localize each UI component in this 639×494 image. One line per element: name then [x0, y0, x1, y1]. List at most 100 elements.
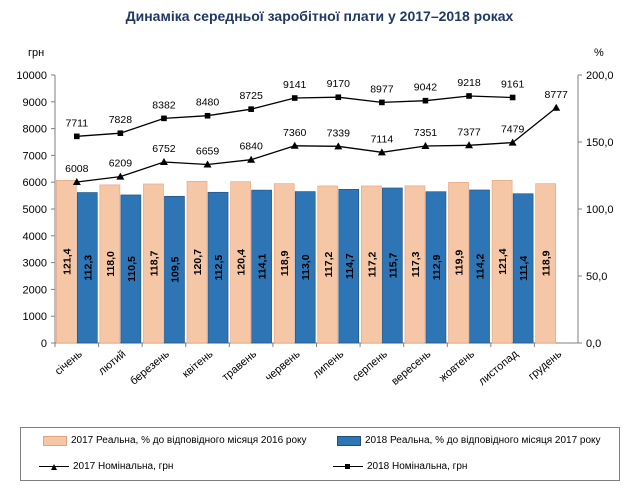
marker-2018-nominal: [335, 94, 342, 101]
marker-2017-nominal: [508, 138, 517, 146]
marker-2017-nominal: [72, 177, 81, 185]
marker-2018-nominal: [509, 94, 516, 101]
left-tick-label: 5000: [23, 204, 47, 216]
marker-2018-nominal: [204, 112, 211, 119]
value-label-2018-nominal: 8977: [370, 83, 394, 95]
right-tick-label: 150,0: [586, 137, 614, 149]
line-2017-nominal: [76, 107, 557, 183]
marker-2018-nominal: [117, 130, 124, 137]
left-tick-label: 8000: [23, 124, 47, 136]
bar-2017-real: [535, 183, 557, 344]
x-tick-label: травень: [220, 348, 259, 384]
x-tick-label: березень: [128, 348, 172, 388]
bar-label-2017-real: 121,4: [497, 248, 509, 274]
bar-2017-real: [448, 182, 469, 344]
marker-2018-nominal: [379, 99, 385, 106]
labels-group: 121,4 118,0 118,7 120,7 120,4 118,9 117,2 117,2…: [61, 77, 568, 283]
bar-2017-real: [99, 184, 121, 344]
bar-label-2017-real: 121,4: [61, 248, 73, 274]
marker-2017-nominal: [116, 172, 125, 180]
marker-2018-nominal: [466, 93, 472, 99]
bar-label-2018-real: 113,0: [300, 254, 312, 280]
bar-label-2017-real: 118,9: [279, 250, 291, 276]
value-label-2018-nominal: 8480: [196, 97, 220, 109]
marker-2018-nominal: [291, 95, 298, 101]
value-label-2017-nominal: 8777: [545, 89, 569, 101]
marker-2018-nominal: [161, 115, 167, 122]
lines-group: [72, 93, 561, 185]
x-tick-label: квітень: [180, 348, 215, 380]
legend-label-2018-nominal: 2018 Номінальна, грн: [367, 461, 468, 472]
marker-2017-nominal: [377, 148, 386, 156]
bar-2017-real: [143, 183, 164, 344]
marker-2017-nominal: [203, 160, 212, 168]
legend-swatch-2017-nominal: [39, 462, 69, 472]
bar-2018-real: [382, 187, 403, 344]
bar-label-2017-real: 120,4: [236, 249, 248, 275]
value-label-2017-nominal: 6752: [152, 143, 176, 155]
bar-label-2017-real: 118,9: [541, 250, 553, 276]
bar-2018-real: [164, 195, 185, 344]
chart-title: Динаміка середньої заробітної плати у 20…: [125, 8, 514, 24]
bar-2018-real: [425, 191, 447, 344]
bars-group: [55, 180, 557, 344]
bar-label-2018-real: 114,1: [257, 254, 269, 280]
bar-label-2018-real: 114,2: [475, 253, 487, 279]
x-tick-label: вересень: [389, 348, 433, 388]
bar-2017-real: [317, 185, 339, 344]
value-label-2017-nominal: 6008: [65, 163, 89, 175]
x-tick-label: жовтень: [437, 348, 477, 384]
bar-label-2018-real: 112,9: [431, 254, 443, 280]
legend: 2017 Реальна, % до відповідного місяця 2…: [20, 427, 620, 481]
left-tick-label: 3000: [23, 258, 47, 270]
left-tick-label: 6000: [23, 177, 47, 189]
bar-label-2017-real: 117,3: [410, 251, 422, 277]
bar-label-2018-real: 112,3: [82, 255, 94, 281]
x-tick-label: червень: [263, 348, 303, 384]
value-label-2018-nominal: 9161: [501, 78, 525, 90]
bar-2017-real: [361, 185, 382, 344]
left-tick-label: 0: [41, 338, 47, 350]
marker-2017-nominal: [290, 141, 299, 149]
bar-label-2017-real: 117,2: [366, 251, 378, 277]
x-tick-label: липень: [311, 348, 347, 381]
value-label-2017-nominal: 6659: [196, 146, 220, 158]
marker-2017-nominal: [247, 155, 256, 163]
legend-item-2017-real: 2017 Реальна, % до відповідного місяця 2…: [43, 435, 307, 446]
bar-label-2018-real: 114,7: [344, 253, 356, 279]
legend-label-2018-real: 2018 Реальна, % до відповідного місяця 2…: [365, 435, 601, 446]
value-label-2018-nominal: 8725: [239, 90, 263, 102]
left-tick-label: 4000: [23, 231, 47, 243]
x-tick-label: листопад: [476, 348, 521, 388]
legend-swatch-2017-real: [43, 435, 67, 446]
bar-label-2017-real: 119,9: [454, 250, 466, 276]
right-tick-label: 100,0: [586, 204, 614, 216]
value-label-2017-nominal: 7339: [327, 127, 351, 139]
right-axis-unit: %: [594, 47, 604, 59]
bar-2018-real: [76, 192, 98, 344]
bar-2018-real: [469, 189, 490, 344]
bar-2018-real: [120, 194, 142, 344]
legend-item-2017-nominal: 2017 Номінальна, грн: [39, 461, 173, 472]
bar-2017-real: [186, 180, 208, 344]
right-tick-label: 0,0: [586, 338, 601, 350]
bar-2017-real: [404, 185, 426, 344]
left-tick-label: 1000: [23, 311, 47, 323]
value-label-2018-nominal: 9141: [283, 79, 307, 91]
bar-2017-real: [55, 180, 77, 344]
bar-label-2017-real: 120,7: [192, 249, 204, 275]
x-tick-label: серпень: [350, 348, 390, 384]
x-tick-label: грудень: [526, 348, 564, 383]
legend-item-2018-real: 2018 Реальна, % до відповідного місяця 2…: [337, 435, 601, 446]
bar-2018-real: [294, 191, 316, 344]
left-tick-label: 10000: [16, 70, 47, 82]
value-label-2017-nominal: 7114: [371, 133, 394, 145]
bar-2018-real: [338, 189, 360, 344]
marker-2018-nominal: [73, 133, 80, 140]
value-label-2017-nominal: 7360: [283, 127, 307, 139]
legend-swatch-2018-nominal: [333, 462, 363, 472]
value-label-2018-nominal: 9042: [414, 82, 438, 94]
marker-2017-nominal: [465, 141, 474, 149]
